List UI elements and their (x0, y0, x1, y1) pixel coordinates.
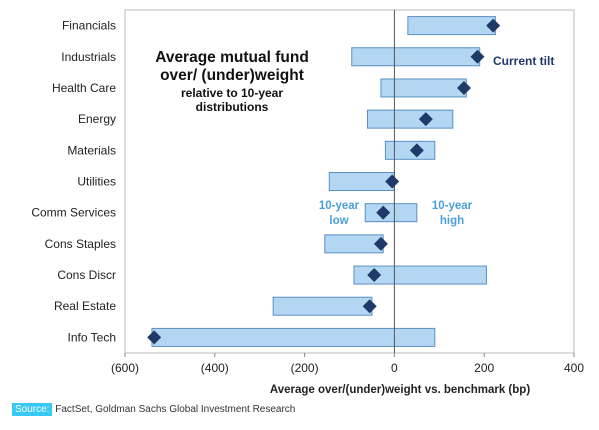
x-tick-label: 200 (474, 361, 494, 375)
category-label: Comm Services (31, 206, 116, 220)
current-tilt-marker (456, 80, 471, 95)
high-annotation-line-1: 10-year (432, 200, 473, 212)
x-tick-label: (200) (291, 361, 319, 375)
current-tilt-marker (373, 236, 388, 251)
current-tilt-marker (486, 18, 501, 33)
current-tilt-marker (376, 205, 391, 220)
range-bar (366, 109, 454, 129)
range-bar (151, 327, 436, 347)
source-label: Source: (12, 403, 53, 416)
range-bar (364, 203, 418, 223)
x-tick-label: (400) (201, 361, 229, 375)
x-tick-label: 400 (564, 361, 584, 375)
current-tilt-marker (367, 268, 382, 283)
x-tick-label: 0 (391, 361, 398, 375)
current-tilt-marker (470, 49, 485, 64)
category-label: Real Estate (54, 299, 116, 313)
range-bar (328, 172, 395, 191)
category-label: Cons Discr (57, 268, 116, 282)
category-label: Health Care (52, 81, 116, 95)
chart-svg: Financials Industrials Health Care Energy Ma… (31, 9, 584, 396)
category-label: Info Tech (68, 330, 116, 344)
chart-subtitle-line-1: relative to 10-year (181, 86, 283, 100)
category-label: Energy (78, 112, 116, 126)
x-axis-label: Average over/(under)weight vs. benchmark… (270, 384, 530, 396)
category-label: Utilities (77, 175, 116, 189)
current-tilt-marker (409, 143, 424, 158)
range-bar (351, 47, 481, 67)
x-tick-label: (600) (111, 361, 139, 375)
range-bar (272, 296, 373, 316)
chart-title-line-2: over/ (under)weight (160, 67, 304, 84)
category-label: Financials (62, 19, 116, 33)
chart-subtitle-line-2: distributions (196, 100, 269, 114)
low-annotation-line-2: low (329, 215, 348, 227)
current-tilt-marker (385, 174, 400, 189)
current-tilt-marker (362, 299, 377, 314)
category-label: Cons Staples (45, 237, 116, 251)
range-bar (380, 78, 467, 98)
category-label: Industrials (61, 50, 116, 64)
current-tilt-annotation: Current tilt (493, 54, 554, 68)
current-tilt-marker (418, 112, 433, 127)
range-bar (353, 265, 487, 285)
chart-title-line-1: Average mutual fund (155, 49, 309, 66)
source-text: FactSet, Goldman Sachs Global Investment… (55, 404, 296, 415)
low-annotation-line-1: 10-year (319, 200, 360, 212)
range-bar (407, 16, 496, 36)
current-tilt-marker (147, 330, 162, 345)
source-note: Source: FactSet, Goldman Sachs Global In… (12, 403, 296, 416)
category-label: Materials (67, 143, 116, 157)
high-annotation-line-2: high (440, 215, 464, 227)
plot-frame (124, 9, 575, 354)
